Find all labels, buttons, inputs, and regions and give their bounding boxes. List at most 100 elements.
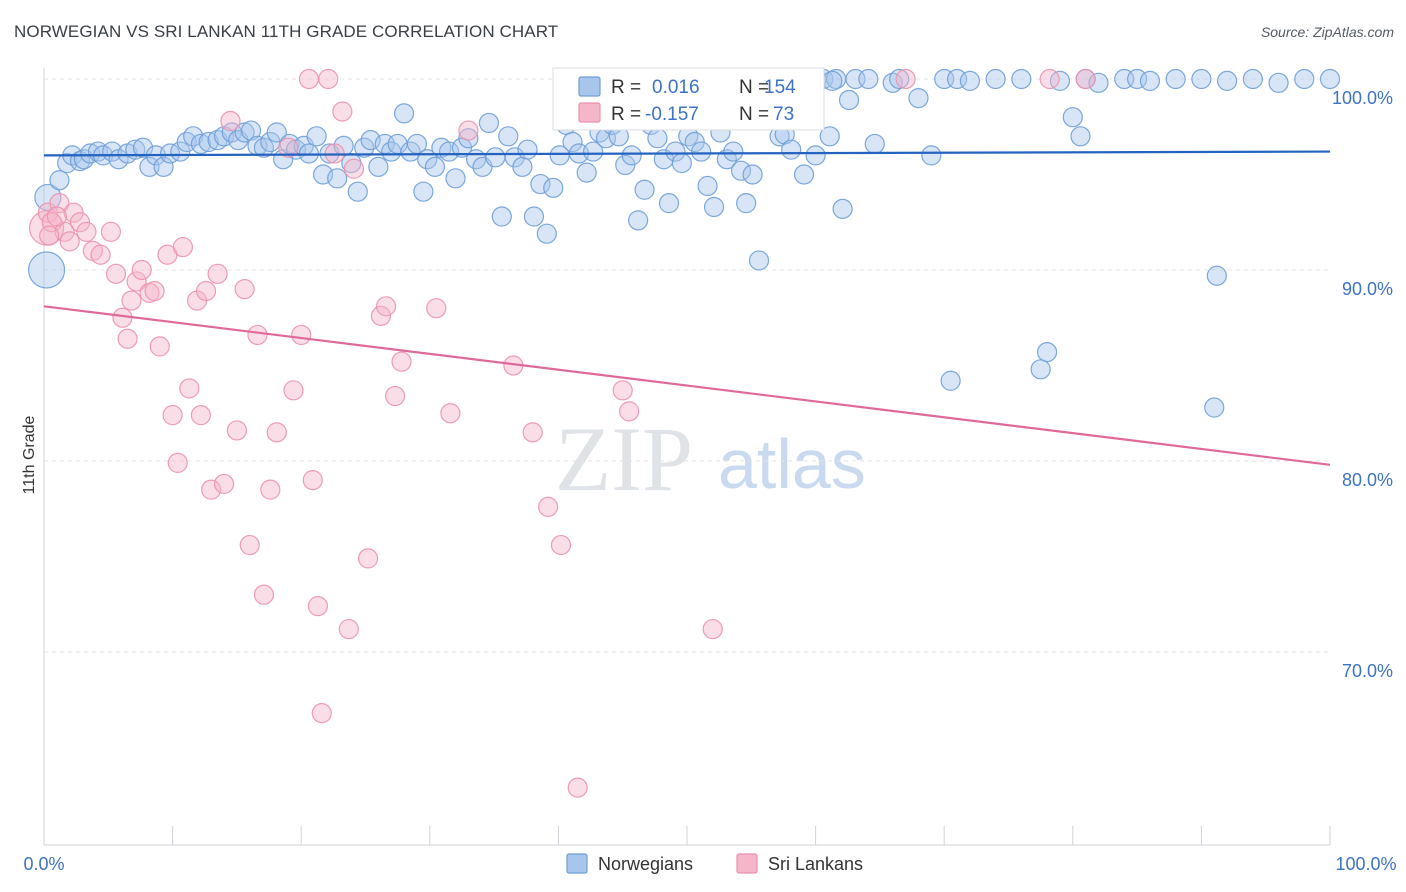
norwegians-point xyxy=(1030,359,1051,380)
norwegians-point xyxy=(424,156,446,177)
sri-lankans-point xyxy=(357,548,379,569)
sri-lankans-point xyxy=(234,279,255,300)
norwegians-point xyxy=(445,168,466,189)
norwegians-point xyxy=(1036,342,1058,363)
norwegians-point xyxy=(1062,107,1083,128)
series-sri-lankans-points xyxy=(28,68,1096,798)
sri-lankans-point xyxy=(298,68,320,90)
sri-lankans-point xyxy=(201,479,222,500)
norwegians-point xyxy=(1242,68,1263,90)
norwegians-point xyxy=(908,87,929,109)
norwegians-point xyxy=(805,145,826,166)
stats-n-label-norwegians: N = xyxy=(739,77,769,98)
norwegians-point xyxy=(298,143,320,164)
norwegians-point xyxy=(730,160,752,181)
norwegians-point xyxy=(628,210,649,231)
norwegians-point xyxy=(697,175,718,197)
norwegians-point xyxy=(576,162,597,183)
norwegians-point xyxy=(858,68,879,90)
norwegians-point xyxy=(940,370,961,391)
norwegians-point xyxy=(190,133,211,155)
watermark-zip: ZIP xyxy=(555,408,693,510)
norwegians-point xyxy=(1070,126,1091,147)
norwegians-point xyxy=(1126,68,1148,90)
norwegians-point xyxy=(153,156,174,177)
stats-r-label-norwegians: R = xyxy=(611,77,641,98)
sri-lankans-point xyxy=(567,777,588,798)
norwegians-point xyxy=(985,68,1006,90)
legend-swatch-sri-lankans[interactable] xyxy=(736,853,758,874)
trend-lines xyxy=(43,150,1331,466)
norwegians-point xyxy=(1011,68,1032,90)
sri-lankans-point xyxy=(49,193,70,214)
sri-lankans-point xyxy=(550,534,572,556)
sri-lankans-point xyxy=(266,422,287,443)
sri-lankans-point xyxy=(619,401,640,422)
norwegians-point xyxy=(530,173,551,195)
norwegians-point xyxy=(132,137,154,158)
sri-lankans-point xyxy=(291,324,312,346)
stats-box: R = 0.016 N = 154 R = -0.157 N = 73 xyxy=(552,67,825,131)
legend-label-sri-lankans[interactable]: Sri Lankans xyxy=(768,854,863,874)
norwegians-point xyxy=(327,168,348,189)
stats-swatch-sri-lankans xyxy=(578,102,601,123)
y-tick-label-80: 80.0% xyxy=(1342,470,1393,490)
sri-lankans-point xyxy=(302,470,323,491)
norwegians-point xyxy=(159,143,181,164)
sri-lankans-point xyxy=(100,221,121,242)
norwegians-point xyxy=(512,156,533,177)
norwegians-point xyxy=(921,145,942,166)
norwegians-point xyxy=(1268,72,1289,93)
norwegians-point xyxy=(1217,70,1238,92)
norwegians-point xyxy=(413,181,434,202)
y-axis-tick-labels: 70.0% 80.0% 90.0% 100.0% xyxy=(1332,88,1393,681)
sri-lankans-point xyxy=(260,479,281,500)
sri-lankans-point xyxy=(144,280,165,302)
legend-label-norwegians[interactable]: Norwegians xyxy=(598,854,693,874)
norwegians-point xyxy=(703,196,725,218)
sri-lankans-point xyxy=(375,296,397,317)
sri-lankans-point xyxy=(253,584,275,605)
norwegians-point xyxy=(882,72,903,93)
norwegians-point xyxy=(1206,265,1227,286)
sri-lankans-point xyxy=(207,263,228,284)
y-tick-label-70: 70.0% xyxy=(1342,661,1393,681)
watermark: ZIP atlas xyxy=(555,408,866,510)
sri-lankans-point xyxy=(105,263,127,284)
legend-swatch-norwegians[interactable] xyxy=(566,853,588,874)
norwegians-point xyxy=(634,179,655,200)
norwegians-point xyxy=(517,139,538,160)
norwegians-point xyxy=(1139,70,1161,92)
sri-lankans-point xyxy=(226,420,247,441)
norwegians-point xyxy=(49,170,70,191)
norwegians-point xyxy=(583,141,604,162)
sri-lankans-point xyxy=(190,405,211,426)
sri-lankans-point xyxy=(338,618,359,640)
y-axis-title: 11th Grade xyxy=(21,415,38,494)
sri-lankans-point xyxy=(1075,68,1096,90)
trend-line-sri-lankans xyxy=(43,305,1331,466)
sri-lankans-point xyxy=(76,221,97,242)
sri-lankans-point xyxy=(343,158,365,179)
y-tick-label-90: 90.0% xyxy=(1342,279,1393,299)
sri-lankans-point xyxy=(612,380,633,401)
norwegians-point xyxy=(671,152,692,174)
sri-lankans-point xyxy=(538,496,559,517)
sri-lankans-point xyxy=(278,137,299,158)
sri-lankans-point xyxy=(90,244,111,265)
sri-lankans-point xyxy=(172,236,193,258)
sri-lankans-point xyxy=(149,336,170,357)
norwegians-point xyxy=(1165,68,1186,90)
norwegians-point xyxy=(793,164,815,185)
norwegians-point xyxy=(34,183,62,212)
watermark-atlas: atlas xyxy=(718,425,866,503)
norwegians-point xyxy=(183,126,204,147)
norwegians-point xyxy=(523,206,545,227)
norwegians-point xyxy=(80,143,101,164)
sri-lankans-point xyxy=(1039,68,1060,90)
sri-lankans-point xyxy=(370,305,392,326)
x-axis-ticks xyxy=(43,826,1331,845)
sri-lankans-point xyxy=(239,534,260,556)
norwegians-point xyxy=(658,193,680,214)
